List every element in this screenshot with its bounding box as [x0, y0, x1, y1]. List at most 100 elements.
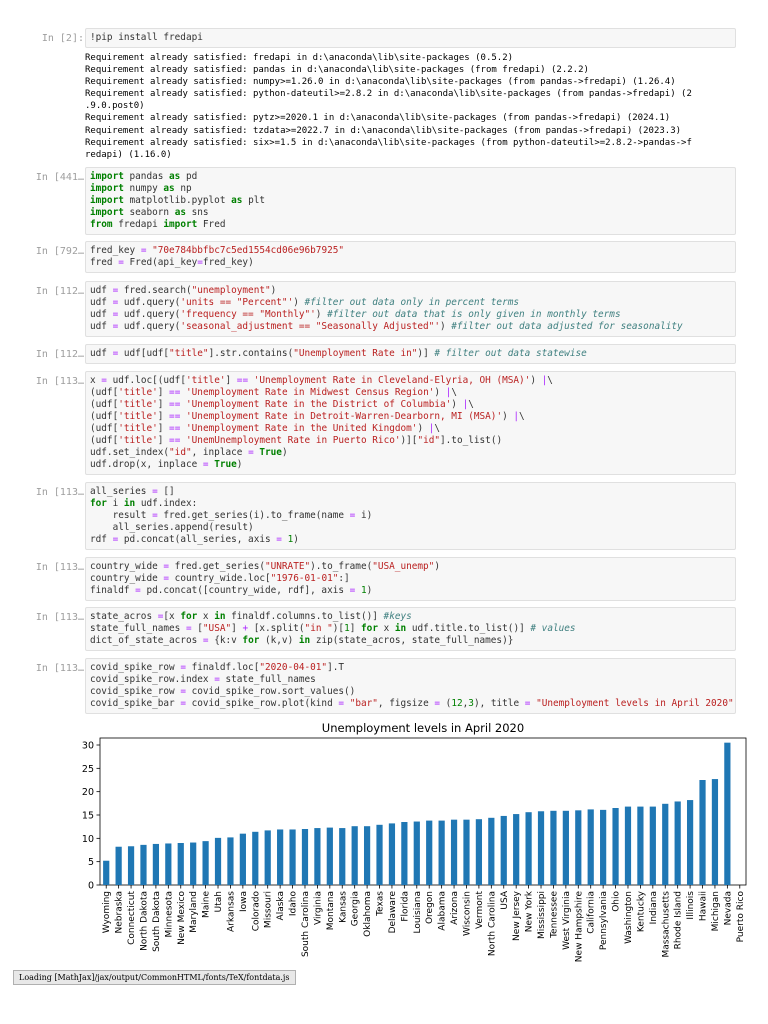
bar	[463, 819, 470, 885]
code-cell-input[interactable]: all_series = [] for i in udf.index: resul…	[85, 482, 736, 550]
chart-title: Unemployment levels in April 2020	[322, 721, 524, 735]
cell-prompt: In [113…	[35, 487, 84, 498]
bar	[202, 841, 209, 885]
x-tick-label: South Carolina	[301, 891, 311, 957]
code-line: result = fred.get_series(i).to_frame(nam…	[90, 510, 373, 521]
code-line: country_wide = fred.get_series("UNRATE")…	[90, 561, 440, 572]
bar	[637, 806, 644, 885]
x-tick-label: Vermont	[475, 891, 485, 930]
y-tick-label: 15	[82, 811, 94, 822]
output-line: .9.0.post0)	[85, 101, 145, 112]
code-cell-input[interactable]: covid_spike_row = finaldf.loc["2020-04-0…	[85, 658, 736, 714]
bar	[450, 819, 458, 885]
code-line: all_series = []	[90, 486, 175, 497]
bar	[438, 820, 445, 885]
bar	[475, 819, 483, 885]
x-tick-label: Nevada	[723, 891, 733, 925]
x-tick-label: Kentucky	[636, 890, 646, 932]
code-line: udf = fred.search("unemployment")	[90, 285, 277, 296]
output-line: redapi) (1.16.0)	[85, 149, 172, 160]
x-tick-label: Connecticut	[127, 891, 137, 945]
x-tick-label: Arizona	[450, 891, 460, 925]
x-tick-label: Louisiana	[413, 891, 423, 934]
code-cell-input[interactable]: udf = fred.search("unemployment") udf = u…	[85, 281, 736, 337]
output-line: Requirement already satisfied: pytz>=202…	[85, 113, 671, 124]
code-line: (udf['title'] == 'Unemployment Rate in t…	[90, 423, 441, 434]
code-cell-input[interactable]: import pandas as pd import numpy as np imp…	[85, 167, 736, 235]
code-cell-input[interactable]: fred_key = "70e784bbfbc7c5ed1554cd06e96b…	[85, 241, 736, 273]
x-tick-label: New Mexico	[177, 891, 187, 945]
bar	[127, 846, 135, 885]
code-line: udf.set_index("id", inplace = True)	[90, 447, 288, 458]
code-cell-input[interactable]: x = udf.loc[(udf['title'] == 'Unemployme…	[85, 371, 736, 475]
code-line: import seaborn as sns	[90, 207, 209, 218]
bar	[624, 806, 632, 885]
bar	[388, 823, 396, 885]
y-tick-label: 25	[82, 764, 94, 775]
code-line: (udf['title'] == 'Unemployment Rate in M…	[90, 387, 457, 398]
code-cell-input[interactable]: country_wide = fred.get_series("UNRATE")…	[85, 557, 736, 601]
x-tick-label: Florida	[400, 891, 410, 922]
bar	[165, 843, 172, 885]
bar	[264, 830, 271, 885]
code-cell-input[interactable]: udf = udf[udf["title"].str.contains("Une…	[85, 344, 736, 364]
bar	[152, 843, 160, 885]
bar	[587, 809, 594, 885]
code-line: !pip install fredapi	[90, 32, 203, 43]
x-tick-label: Utah	[214, 891, 224, 912]
x-tick-label: Massachusetts	[661, 891, 671, 958]
code-line: x = udf.loc[(udf['title'] == 'Unemployme…	[90, 375, 553, 386]
bar	[537, 811, 545, 885]
code-cell-input[interactable]: !pip install fredapi	[85, 28, 736, 48]
code-cell-input[interactable]: state_acros =[x for x in finaldf.columns…	[85, 607, 736, 651]
x-tick-label: Virginia	[313, 891, 323, 925]
x-tick-label: Arkansas	[226, 891, 236, 932]
bar	[401, 822, 408, 885]
x-tick-label: West Virginia	[562, 891, 572, 950]
x-tick-label: California	[587, 891, 597, 934]
x-tick-label: Nebraska	[115, 891, 125, 933]
x-tick-label: Alaska	[276, 891, 286, 920]
bar	[724, 742, 731, 885]
output-line: Requirement already satisfied: six>=1.5 …	[85, 137, 692, 148]
code-line: import matplotlib.pyplot as plt	[90, 195, 265, 206]
x-tick-label: Illinois	[686, 891, 696, 920]
bar	[699, 780, 706, 885]
code-line: for i in udf.index:	[90, 498, 198, 509]
bar	[513, 814, 520, 885]
x-tick-label: Delaware	[388, 891, 398, 934]
x-tick-label: New York	[525, 890, 535, 932]
code-line: all_series.append(result)	[90, 522, 254, 533]
x-tick-label: Wyoming	[102, 891, 112, 933]
bar	[177, 843, 184, 885]
output-line: Requirement already satisfied: fredapi i…	[85, 53, 514, 63]
x-tick-label: Georgia	[351, 891, 361, 926]
code-line: finaldf = pd.concat([country_wide, rdf],…	[90, 585, 373, 596]
bar	[301, 829, 309, 885]
bar	[562, 810, 569, 885]
x-tick-label: Missouri	[264, 891, 274, 928]
bar	[289, 829, 296, 885]
x-tick-label: Iowa	[239, 891, 249, 912]
x-tick-label: Montana	[326, 891, 336, 930]
bar	[103, 860, 110, 885]
bar	[239, 833, 246, 885]
x-tick-label: North Dakota	[139, 891, 149, 951]
cell-prompt: In [113…	[35, 562, 84, 573]
x-tick-label: Texas	[376, 891, 386, 917]
x-tick-label: Rhode Island	[674, 891, 684, 949]
code-line: country_wide = country_wide.loc["1976-01…	[90, 573, 350, 584]
x-tick-label: Hawaii	[699, 891, 709, 921]
code-line: udf = udf.query('units == "Percent"') #f…	[90, 297, 519, 308]
bar	[413, 821, 420, 885]
bar	[662, 803, 669, 885]
bar	[115, 846, 122, 885]
x-tick-label: Colorado	[251, 891, 261, 932]
output-line: Requirement already satisfied: numpy>=1.…	[85, 77, 676, 88]
bar	[351, 826, 358, 885]
code-line: state_acros =[x for x in finaldf.columns…	[90, 611, 412, 622]
code-line: covid_spike_row.index = state_full_names	[90, 674, 316, 685]
x-tick-label: Puerto Rico	[736, 891, 746, 943]
x-tick-label: Oregon	[425, 891, 435, 924]
cell-prompt: In [112…	[35, 349, 84, 360]
